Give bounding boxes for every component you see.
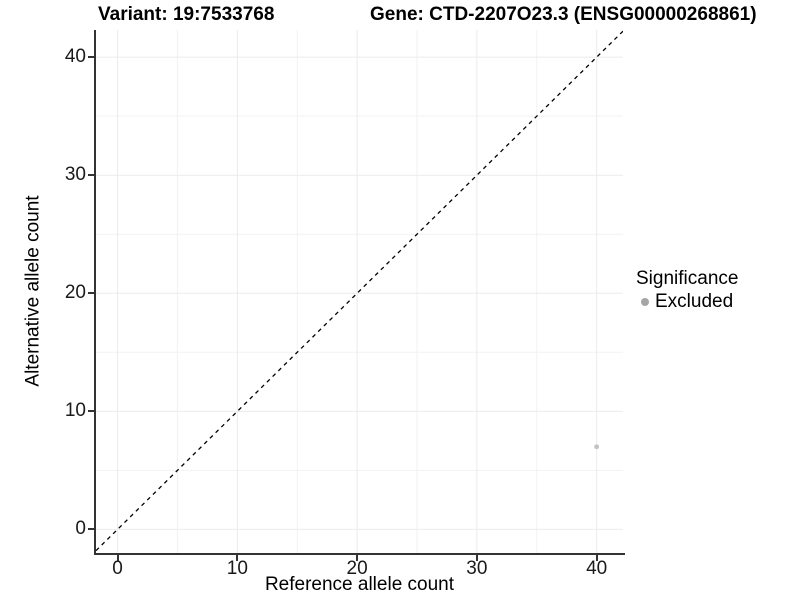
identity-line	[96, 30, 623, 552]
gene-title: Gene: CTD-2207O23.3 (ENSG00000268861)	[370, 4, 757, 25]
x-tick-mark	[116, 555, 119, 561]
y-tick-mark	[88, 174, 94, 177]
legend-item-excluded: Excluded	[636, 291, 738, 313]
excluded-dot-icon	[641, 298, 649, 306]
y-tick-label: 20	[64, 282, 86, 304]
legend-title: Significance	[636, 268, 739, 289]
y-tick-label: 10	[64, 400, 86, 422]
x-tick-mark	[595, 555, 598, 561]
x-tick-label: 30	[466, 558, 488, 579]
y-tick-mark	[88, 410, 94, 413]
legend-item-label: Excluded	[655, 291, 734, 312]
x-tick-mark	[475, 555, 478, 561]
y-tick-mark	[88, 56, 94, 59]
y-tick-label: 40	[64, 46, 86, 68]
x-axis-title: Reference allele count	[264, 574, 455, 595]
plot-panel	[96, 30, 623, 553]
data-point-excluded	[594, 444, 600, 450]
x-tick-label: 20	[346, 558, 368, 579]
x-axis-line	[94, 553, 625, 555]
y-tick-label: 30	[64, 164, 86, 186]
y-tick-mark	[88, 528, 94, 531]
x-tick-label: 40	[586, 558, 608, 579]
y-axis-line	[94, 30, 96, 555]
y-tick-label: 0	[75, 518, 86, 540]
x-tick-mark	[236, 555, 239, 561]
x-tick-label: 0	[112, 558, 123, 579]
y-axis-title: Alternative allele count	[22, 195, 44, 387]
x-tick-label: 10	[226, 558, 248, 579]
legend: Significance Excluded	[636, 268, 738, 313]
x-tick-mark	[356, 555, 359, 561]
variant-title: Variant: 19:7533768	[98, 4, 275, 25]
y-tick-mark	[88, 292, 94, 295]
